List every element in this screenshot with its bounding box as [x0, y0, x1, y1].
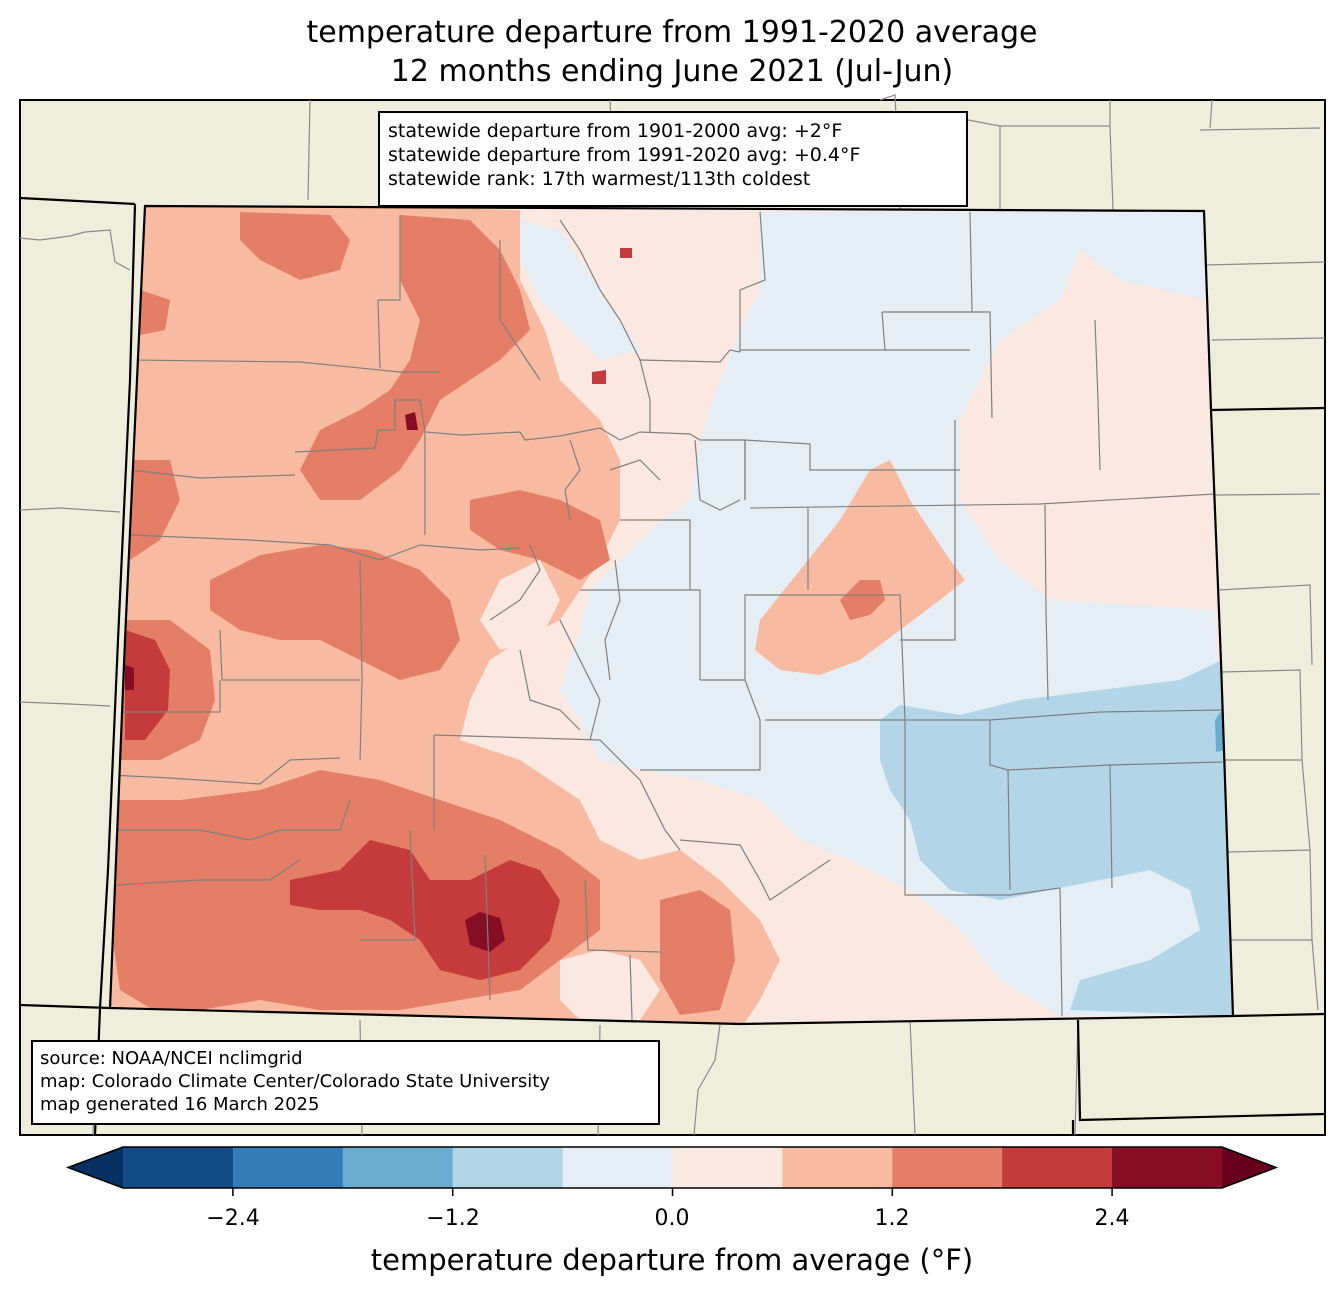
colorbar-bin [672, 1147, 783, 1188]
stats-rank: statewide rank: 17th warmest/113th colde… [388, 168, 811, 190]
colorbar-label: temperature departure from average (°F) [370, 1243, 974, 1277]
colorbar-tick-label: 0.0 [654, 1206, 690, 1231]
colorbar-bin [342, 1147, 454, 1188]
colorbar-bin [1002, 1147, 1113, 1188]
neighbor-county-lines [19, 94, 1326, 1136]
state-boundaries [19, 196, 1326, 1136]
county-lines [110, 211, 1223, 1021]
colorbar-bin [1112, 1147, 1223, 1188]
zone-warm-west-central [210, 545, 460, 680]
colorbar-over-arrow [1222, 1147, 1276, 1188]
colorbar-tick-label: 1.2 [874, 1206, 910, 1231]
colorbar [65, 1146, 1279, 1196]
zone-warm-nw [240, 212, 350, 280]
source-line: source: NOAA/NCEI nclimgrid [40, 1048, 303, 1069]
statewide-stats-box: statewide departure from 1901-2000 avg: … [378, 111, 968, 207]
colorbar-tick-label: 2.4 [1094, 1206, 1130, 1231]
colorbar-bin [123, 1147, 234, 1188]
colorbar-tick-label: −2.4 [206, 1206, 260, 1231]
zone-very-hot-sw [465, 912, 505, 952]
colorbar-outline [65, 1146, 1279, 1189]
zone-slight-cool-north [520, 220, 640, 360]
map-title-line1: temperature departure from 1991-2020 ave… [306, 15, 1038, 50]
stats-departure-1991-2020: statewide departure from 1991-2020 avg: … [388, 144, 861, 166]
generated-date-line: map generated 16 March 2025 [40, 1094, 320, 1115]
colorbar-under-arrow [68, 1147, 123, 1188]
colorbar-bin [232, 1147, 344, 1188]
source-box: source: NOAA/NCEI nclimgrid map: Colorad… [31, 1040, 660, 1125]
colorbar-bin [892, 1147, 1003, 1188]
zone-cool-southeast [880, 660, 1233, 1016]
colorbar-tick-label: −1.2 [426, 1206, 480, 1231]
temperature-field [110, 206, 1233, 1024]
stats-departure-1901-2000: statewide departure from 1901-2000 avg: … [388, 120, 843, 142]
colorbar-bin [782, 1147, 893, 1188]
colorbar-bin [562, 1147, 673, 1188]
colorbar-bin [452, 1147, 564, 1188]
zone-warm-east-central [755, 460, 965, 675]
map-title-line2: 12 months ending June 2021 (Jul-Jun) [390, 54, 954, 89]
map-credit-line: map: Colorado Climate Center/Colorado St… [40, 1071, 550, 1092]
